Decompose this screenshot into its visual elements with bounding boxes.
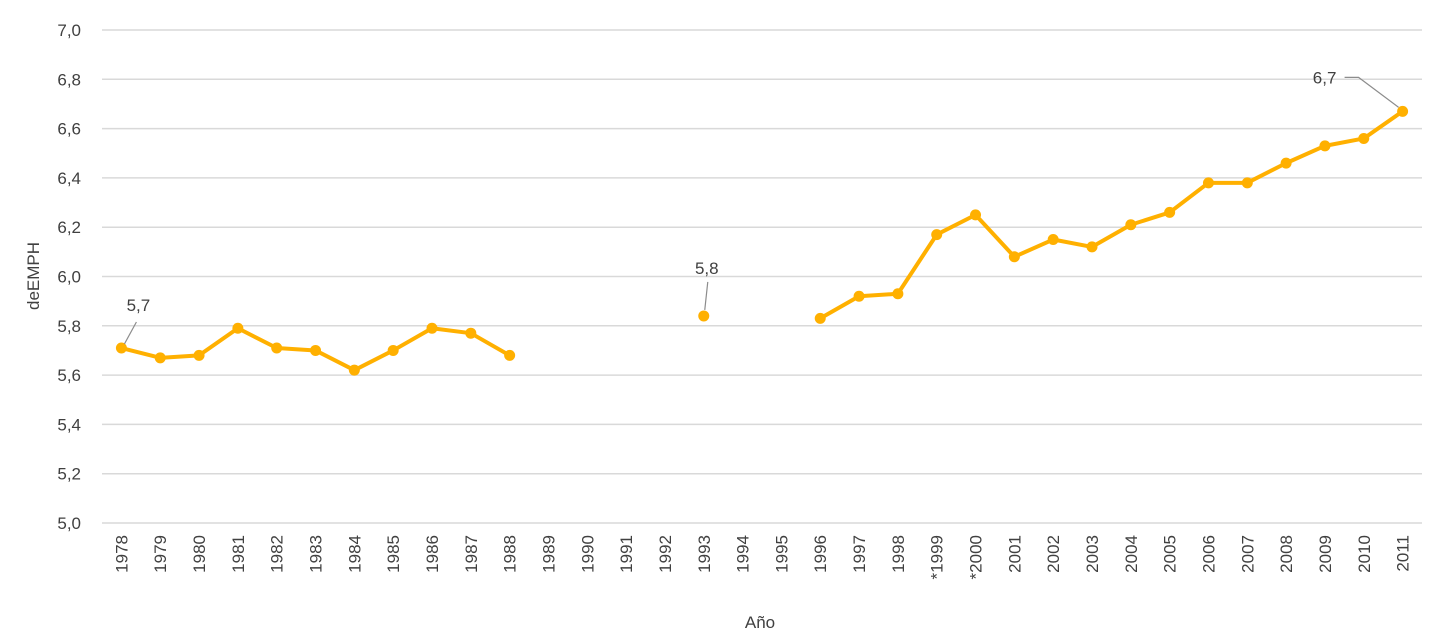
x-tick-label: 2005	[1161, 535, 1180, 573]
x-tick-label: *2000	[967, 535, 986, 579]
x-tick-label: 1996	[811, 535, 830, 573]
x-tick-label: 1979	[151, 535, 170, 573]
x-tick-label: 1988	[501, 535, 520, 573]
data-point	[115, 342, 127, 354]
x-tick-label: 2010	[1355, 535, 1374, 573]
x-tick-label: 1982	[268, 535, 287, 573]
x-tick-label: 1993	[695, 535, 714, 573]
data-point	[1241, 177, 1253, 189]
data-point	[387, 344, 399, 356]
y-axis-title: deEMPH	[24, 242, 43, 310]
data-label-leader	[1344, 76, 1399, 108]
data-labels: 5,7 5,8 6,7	[123, 68, 1399, 345]
data-point	[426, 322, 438, 334]
x-tick-label: 1995	[772, 535, 791, 573]
y-tick-label: 5,4	[57, 415, 81, 434]
x-axis-ticks: 1978 1979 1980 1981 1982 1983 1984 1985 1986 1987…	[112, 535, 1412, 579]
x-axis-title: Año	[745, 613, 775, 632]
data-point	[1086, 241, 1098, 253]
gridlines	[102, 29, 1422, 524]
x-tick-label: 2011	[1394, 535, 1413, 572]
x-tick-label: 1991	[617, 535, 636, 573]
x-tick-label: 2001	[1005, 535, 1024, 573]
x-tick-label: 1984	[345, 535, 364, 573]
x-tick-label: 1990	[578, 535, 597, 573]
data-point	[1358, 132, 1370, 144]
series-layer	[115, 105, 1409, 376]
data-point	[310, 344, 322, 356]
x-tick-label: 2006	[1199, 535, 1218, 573]
x-tick-label: 1987	[462, 535, 481, 573]
x-tick-label: 1983	[307, 535, 326, 573]
data-point	[193, 349, 205, 361]
data-point	[1125, 219, 1137, 231]
y-axis-ticks: 5,0 5,2 5,4 5,6 5,8 6,0 6,2 6,4 6,6 6,8 7,0	[57, 21, 81, 533]
data-label-leader	[704, 281, 709, 311]
data-point	[1164, 206, 1176, 218]
x-tick-label: 1986	[423, 535, 442, 573]
y-tick-label: 5,6	[57, 366, 81, 385]
x-tick-label: 2003	[1083, 535, 1102, 573]
x-tick-label: 2004	[1122, 535, 1141, 573]
y-tick-label: 5,2	[57, 465, 81, 484]
data-point	[892, 288, 904, 300]
series-line	[818, 109, 1405, 321]
y-tick-label: 6,0	[57, 268, 81, 287]
data-point	[931, 229, 943, 241]
y-tick-label: 5,8	[57, 317, 81, 336]
data-point	[232, 322, 244, 334]
y-tick-label: 6,4	[57, 169, 81, 188]
x-tick-label: 2009	[1316, 535, 1335, 573]
data-label: 6,7	[1313, 68, 1337, 87]
x-tick-label: 1980	[190, 535, 209, 573]
data-point	[1202, 177, 1214, 189]
data-point	[1397, 105, 1409, 117]
x-tick-label: 2008	[1277, 535, 1296, 573]
x-tick-label: 1994	[734, 535, 753, 573]
y-tick-label: 6,8	[57, 70, 81, 89]
x-tick-label: 1997	[850, 535, 869, 573]
x-tick-label: *1999	[928, 535, 947, 579]
data-point	[1319, 140, 1331, 152]
y-tick-label: 5,0	[57, 514, 81, 533]
data-point	[465, 327, 477, 339]
x-tick-label: 1998	[889, 535, 908, 573]
data-point	[154, 352, 166, 364]
data-point	[1008, 251, 1020, 263]
y-tick-label: 6,2	[57, 218, 81, 237]
data-point	[348, 364, 360, 376]
data-point	[698, 310, 710, 322]
y-tick-label: 7,0	[57, 21, 81, 40]
x-tick-label: 1981	[229, 535, 248, 573]
data-point	[1047, 234, 1059, 246]
data-label-leader	[123, 321, 137, 345]
x-tick-label: 1985	[384, 535, 403, 573]
x-tick-label: 1992	[656, 535, 675, 573]
data-point	[970, 209, 982, 221]
data-label: 5,7	[127, 296, 151, 315]
data-point	[853, 290, 865, 302]
y-tick-label: 6,6	[57, 120, 81, 139]
x-tick-label: 1989	[539, 535, 558, 573]
x-tick-label: 1978	[112, 535, 131, 573]
x-tick-label: 2002	[1044, 535, 1063, 573]
data-point	[504, 349, 516, 361]
data-point	[1280, 157, 1292, 169]
data-point	[814, 312, 826, 324]
x-tick-label: 2007	[1238, 535, 1257, 573]
data-point	[271, 342, 283, 354]
data-label: 5,8	[695, 259, 719, 278]
